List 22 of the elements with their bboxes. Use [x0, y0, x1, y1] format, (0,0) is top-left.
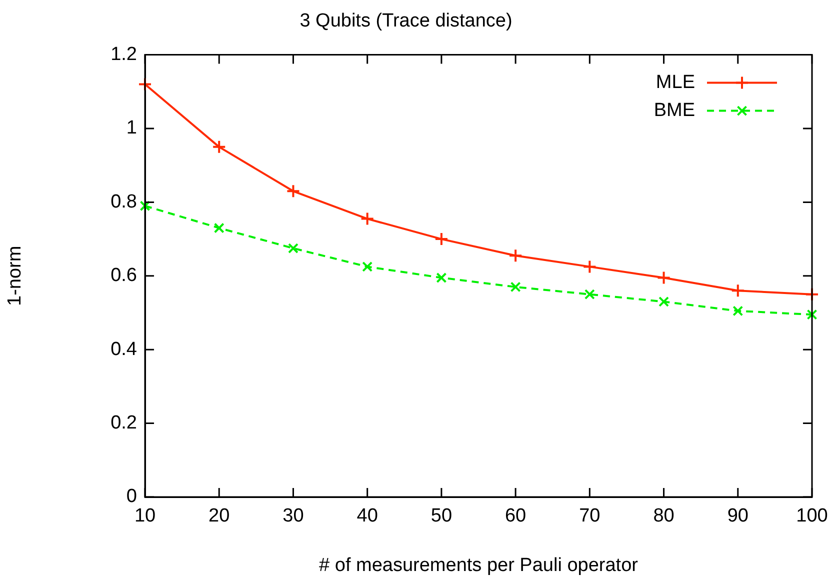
- legend-label: MLE: [656, 72, 695, 94]
- y-tick-label: 0.4: [110, 338, 138, 360]
- y-tick-label: 0.2: [110, 412, 137, 434]
- x-tick-label: 10: [134, 506, 156, 527]
- y-tick-label: 0.8: [110, 191, 137, 212]
- legend-label: BME: [654, 100, 695, 122]
- chart-title: 3 Qubits (Trace distance): [300, 10, 512, 32]
- x-tick-label: 70: [579, 506, 600, 527]
- x-tick-label: 100: [796, 506, 828, 527]
- x-tick-label: 20: [208, 506, 230, 527]
- y-axis-title: 1-norm: [4, 246, 26, 306]
- y-tick-label: 1: [126, 118, 137, 139]
- x-tick-label: 60: [504, 506, 526, 527]
- x-tick-label: 50: [430, 506, 452, 527]
- y-tick-label: 1.2: [110, 44, 137, 66]
- x-tick-label: 90: [727, 506, 748, 527]
- y-tick-label: 0: [126, 486, 137, 508]
- y-tick-label: 0.6: [110, 265, 137, 286]
- x-axis-title: # of measurements per Pauli operator: [319, 554, 639, 576]
- x-tick-label: 40: [356, 506, 378, 527]
- x-tick-label: 30: [282, 506, 304, 527]
- x-tick-label: 80: [653, 506, 674, 527]
